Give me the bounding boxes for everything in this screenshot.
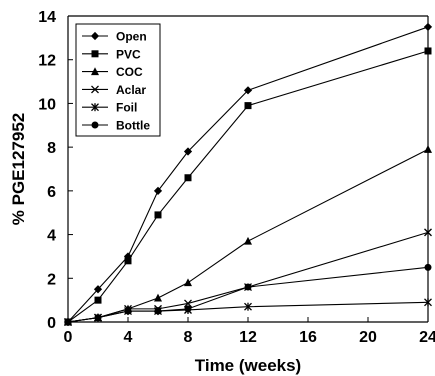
series-line-coc	[67, 148, 429, 323]
legend-item-coc: COC	[82, 65, 143, 79]
legend-item-bottle: Bottle	[82, 119, 150, 133]
y-tick-label: 14	[38, 9, 56, 26]
data-point-aclar-stroke	[184, 299, 192, 308]
data-point-bottle	[244, 283, 252, 291]
data-point-aclar-stroke	[424, 228, 432, 237]
legend-marker-aclar-stroke	[91, 85, 99, 94]
data-point-coc	[154, 293, 162, 302]
data-point-pvc	[424, 47, 432, 55]
data-point-aclar	[184, 299, 192, 308]
data-point-aclar	[424, 228, 432, 237]
series-open	[63, 22, 433, 327]
x-tick-label: 12	[239, 329, 257, 346]
data-point-open	[243, 86, 253, 95]
series-line-bottle	[67, 266, 429, 323]
x-tick-label: 24	[419, 329, 435, 346]
y-axis-title: % PGE127952	[9, 113, 28, 225]
data-point-bottle	[94, 314, 102, 322]
data-point-pvc	[94, 296, 102, 304]
data-point-pvc	[244, 102, 252, 110]
legend-marker-foil	[91, 103, 99, 112]
y-tick-label: 6	[47, 184, 56, 201]
data-point-coc	[184, 278, 192, 287]
data-point-open	[423, 22, 433, 32]
legend-marker-aclar	[91, 85, 99, 94]
data-point-bottle	[124, 307, 132, 315]
data-point-bottle	[64, 318, 72, 326]
legend-marker-pvc	[91, 50, 99, 58]
legend-label-aclar: Aclar	[116, 83, 146, 97]
x-tick-label: 0	[64, 329, 73, 346]
legend-item-aclar: Aclar	[82, 83, 146, 97]
legend-item-pvc: PVC	[82, 47, 141, 61]
y-tick-label: 0	[47, 315, 56, 332]
legend-label-foil: Foil	[116, 101, 137, 115]
x-tick-label: 4	[124, 329, 133, 346]
legend-label-open: Open	[116, 30, 147, 44]
x-tick-label: 20	[359, 329, 377, 346]
y-tick-label: 10	[38, 96, 56, 113]
legend-item-foil: Foil	[82, 101, 137, 115]
y-tick-label: 12	[38, 53, 56, 70]
data-point-open	[153, 186, 163, 195]
y-tick-label: 4	[47, 228, 56, 245]
legend-box	[75, 23, 161, 137]
x-tick-label: 16	[299, 329, 317, 346]
x-tick-label: 8	[184, 329, 193, 346]
data-point-coc	[244, 236, 252, 245]
data-point-pvc	[184, 174, 192, 182]
data-point-pvc	[154, 211, 162, 219]
chart-legend: Open PVC COC Aclar Foil Bottle	[75, 23, 161, 137]
data-point-foil	[244, 302, 252, 311]
legend-marker-coc	[91, 67, 99, 76]
x-axis-title: Time (weeks)	[195, 356, 301, 375]
data-point-coc	[424, 145, 432, 153]
data-point-open	[93, 285, 103, 294]
legend-label-bottle: Bottle	[116, 119, 150, 133]
y-tick-label: 2	[47, 271, 56, 288]
legend-label-coc: COC	[116, 65, 143, 79]
series-coc	[64, 145, 432, 326]
data-point-bottle	[184, 305, 192, 313]
y-tick-label: 8	[47, 140, 56, 157]
legend-marker-bottle	[91, 121, 99, 129]
legend-marker-open	[90, 31, 100, 41]
data-point-bottle	[154, 307, 162, 315]
data-point-open	[183, 147, 193, 156]
chart-series	[63, 22, 433, 327]
legend-label-pvc: PVC	[116, 47, 141, 61]
legend-item-open: Open	[82, 30, 147, 44]
data-point-bottle	[424, 263, 432, 271]
data-point-foil	[424, 298, 432, 307]
data-point-open	[123, 252, 133, 261]
data-point-pvc	[124, 257, 132, 265]
series-bottle	[64, 263, 432, 326]
